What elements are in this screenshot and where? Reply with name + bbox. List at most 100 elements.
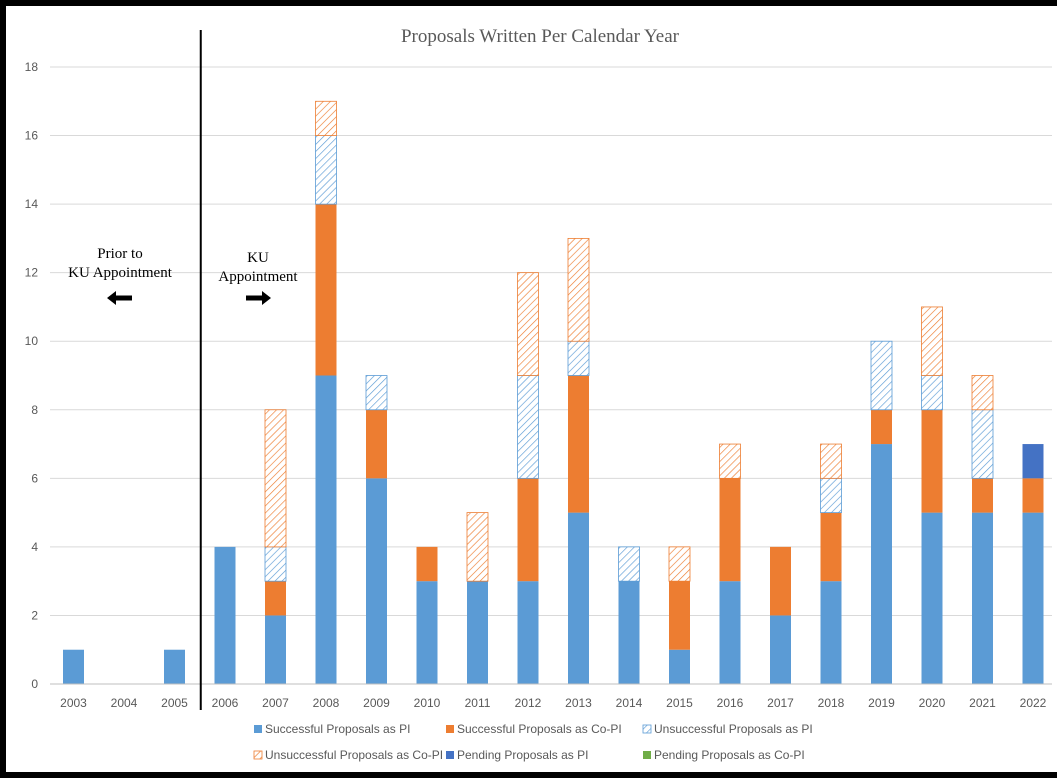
bar-2020-series-1	[921, 409, 943, 513]
x-tick-label: 2013	[565, 696, 592, 710]
bar-2017-series-1	[770, 546, 791, 616]
chart-title: Proposals Written Per Calendar Year	[401, 26, 680, 47]
legend-swatch	[643, 751, 651, 759]
y-tick-label: 18	[25, 60, 39, 74]
annotation-ku-line: Appointment	[218, 269, 298, 285]
bar-2008-series-0	[315, 375, 337, 684]
bar-2021-series-1	[972, 478, 993, 513]
legend-swatch	[446, 751, 454, 759]
bar-2010-series-0	[416, 581, 438, 684]
x-tick-label: 2020	[919, 696, 946, 710]
x-tick-label: 2022	[1020, 696, 1047, 710]
bar-2005-series-0	[164, 649, 185, 684]
bar-2014-series-2	[618, 546, 640, 582]
annotation-ku-line: KU	[247, 250, 269, 266]
bar-2008-series-1	[315, 204, 337, 376]
arrow-right-icon	[246, 291, 271, 305]
x-tick-label: 2017	[767, 696, 794, 710]
bar-2013-series-1	[568, 375, 589, 513]
bar-2018-series-0	[820, 581, 842, 684]
bar-2003-series-0	[63, 649, 84, 684]
x-tick-label: 2021	[969, 696, 996, 710]
y-tick-label: 8	[31, 403, 38, 417]
bar-2021-series-0	[972, 512, 993, 684]
bar-2009-series-2	[365, 375, 388, 411]
bar-2010-series-1	[416, 546, 438, 582]
bar-2018-series-1	[820, 512, 842, 582]
x-tick-label: 2008	[313, 696, 340, 710]
legend-label: Successful Proposals as Co-PI	[457, 722, 622, 736]
annotation-prior-line: KU Appointment	[68, 265, 173, 281]
y-tick-label: 2	[31, 608, 38, 622]
bar-2015-series-1	[669, 581, 690, 650]
annotations: Prior to KU Appointment KU Appointment	[68, 246, 298, 305]
bar-2017-series-0	[770, 615, 791, 684]
y-tick-label: 12	[25, 266, 39, 280]
x-tick-label: 2010	[414, 696, 441, 710]
bar-2016-series-3	[719, 443, 741, 479]
x-tick-label: 2004	[111, 696, 138, 710]
legend-label: Successful Proposals as PI	[265, 722, 410, 736]
bar-2008-series-2	[315, 135, 337, 205]
bar-2009-series-1	[366, 409, 387, 479]
legend-swatch	[254, 725, 262, 733]
y-tick-label: 0	[31, 677, 38, 691]
bar-2012-series-2	[517, 375, 539, 479]
axes: 0 2 4 6 8 10 12 14 16 18 2003 2004 2005 2006 2007 2008 2…	[25, 30, 1052, 710]
x-tick-label: 2007	[262, 696, 289, 710]
x-tick-label: 2009	[363, 696, 390, 710]
bar-2007-series-0	[265, 615, 286, 684]
bar-2006-series-0	[214, 546, 236, 684]
bar-2021-series-2	[971, 409, 994, 479]
bar-2015-series-0	[669, 649, 690, 684]
bar-2011-series-3	[466, 512, 489, 582]
x-tick-label: 2016	[717, 696, 744, 710]
bar-2013-series-0	[568, 512, 589, 684]
legend-label: Pending Proposals as Co-PI	[654, 748, 805, 762]
bar-2018-series-2	[820, 477, 842, 514]
y-tick-label: 16	[25, 129, 39, 143]
x-tick-label: 2005	[161, 696, 188, 710]
bar-2012-series-3	[517, 272, 539, 376]
legend-label: Unsuccessful Proposals as Co-PI	[265, 748, 443, 762]
bar-2019-series-1	[871, 409, 892, 445]
legend: Successful Proposals as PI Successful Pro…	[253, 722, 813, 762]
legend-swatch	[642, 724, 652, 734]
bar-2020-series-2	[921, 375, 943, 411]
bar-2022-series-1	[1022, 478, 1044, 513]
x-tick-label: 2003	[60, 696, 87, 710]
bars	[63, 100, 1044, 684]
x-tick-label: 2011	[465, 696, 491, 710]
x-tick-label: 2012	[515, 696, 542, 710]
legend-label: Unsuccessful Proposals as PI	[654, 722, 813, 736]
bar-2013-series-2	[567, 340, 590, 376]
bar-2021-series-3	[971, 375, 994, 411]
bar-2007-series-1	[265, 581, 286, 616]
legend-label: Pending Proposals as PI	[457, 748, 588, 762]
bar-2022-series-0	[1022, 512, 1044, 684]
bar-2008-series-3	[315, 100, 337, 136]
legend-swatch	[446, 725, 454, 733]
bar-2015-series-3	[668, 546, 691, 582]
arrow-left-icon	[107, 291, 132, 305]
bar-2011-series-0	[467, 581, 488, 684]
bar-2019-series-2	[870, 340, 893, 411]
bar-2013-series-3	[567, 237, 590, 342]
x-tick-label: 2018	[818, 696, 845, 710]
bar-2019-series-0	[871, 444, 892, 684]
legend-swatch	[253, 750, 263, 760]
bar-2020-series-0	[921, 512, 943, 684]
bar-2020-series-3	[921, 306, 943, 376]
bar-2014-series-0	[618, 581, 640, 684]
y-tick-label: 10	[25, 334, 39, 348]
bar-2007-series-2	[264, 546, 287, 582]
y-tick-label: 6	[31, 471, 38, 485]
bar-2012-series-0	[517, 581, 539, 684]
bar-2009-series-0	[366, 478, 387, 684]
x-tick-label: 2014	[616, 696, 643, 710]
bar-2012-series-1	[517, 478, 539, 582]
x-tick-label: 2015	[666, 696, 693, 710]
bar-2016-series-1	[719, 478, 741, 582]
bar-2016-series-0	[719, 581, 741, 684]
